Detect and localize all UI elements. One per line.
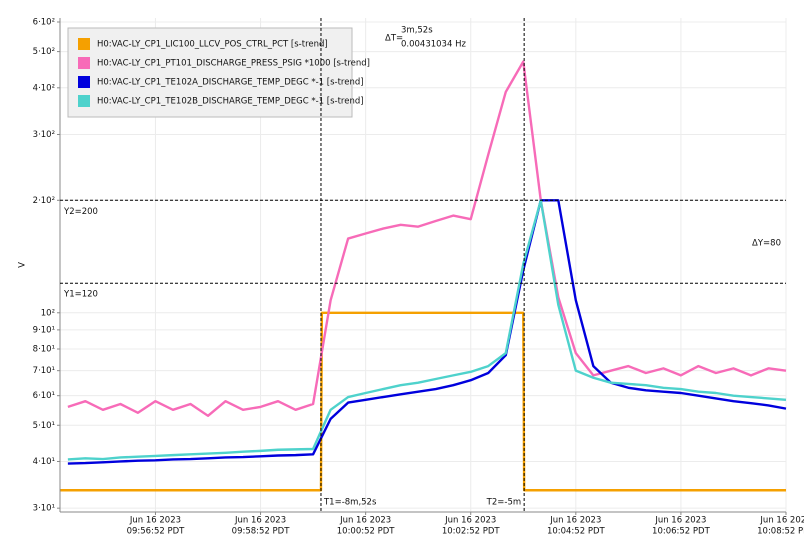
legend-swatch xyxy=(78,76,90,88)
delta-t-frequency: 0.00431034 Hz xyxy=(401,40,466,50)
x-tick-label: Jun 16 2023 xyxy=(339,516,391,526)
plot-area xyxy=(60,60,787,492)
time-cursor-label: T2=-5m xyxy=(486,498,521,508)
series-line xyxy=(67,199,787,461)
x-tick-label: 10:08:52 PDT xyxy=(757,527,804,537)
time-cursor-label: T1=-8m,52s xyxy=(323,498,377,508)
x-tick-label: Jun 16 2023 xyxy=(129,516,181,526)
value-cursor-label: Y2=200 xyxy=(63,207,98,217)
y-tick-label: 4·10² xyxy=(33,83,55,93)
series-line xyxy=(60,311,786,492)
y-tick-label: 5·10¹ xyxy=(33,421,55,431)
legend-label: H0:VAC-LY_CP1_LIC100_LLCV_POS_CTRL_PCT [… xyxy=(97,40,328,50)
x-tick-label: Jun 16 2023 xyxy=(444,516,496,526)
delta-t-duration: 3m,52s xyxy=(401,26,433,36)
legend-entries: H0:VAC-LY_CP1_LIC100_LLCV_POS_CTRL_PCT [… xyxy=(78,38,370,107)
x-tick-label: Jun 16 2023 xyxy=(654,516,706,526)
x-tick-label: 10:00:52 PDT xyxy=(337,527,396,537)
x-tick-label: Jun 16 2023 xyxy=(234,516,286,526)
y-tick-label: 10² xyxy=(41,308,55,318)
legend-swatch xyxy=(78,95,90,107)
y-tick-label: 3·10² xyxy=(33,130,55,140)
delta-y-label: ΔY=80 xyxy=(752,239,781,249)
y-tick-label: 8·10¹ xyxy=(33,344,55,354)
y-tick-label: 9·10¹ xyxy=(33,325,55,335)
x-tick-label: 09:58:52 PDT xyxy=(232,527,291,537)
y-tick-label: 5·10² xyxy=(33,47,55,57)
y-tick-label: 7·10¹ xyxy=(33,366,55,376)
series-line xyxy=(67,199,787,465)
legend-label: H0:VAC-LY_CP1_TE102B_DISCHARGE_TEMP_DEGC… xyxy=(97,97,364,107)
y-tick-label: 4·10¹ xyxy=(33,457,55,467)
legend-swatch xyxy=(78,57,90,69)
x-tick-label: 10:04:52 PDT xyxy=(547,527,606,537)
y-tick-label: 6·10¹ xyxy=(33,391,55,401)
y-tick-label: 2·10² xyxy=(33,196,55,206)
series-line xyxy=(67,60,787,418)
y-tick-label: 6·10² xyxy=(33,18,55,28)
x-tick-label: Jun 16 2023 xyxy=(759,516,804,526)
legend xyxy=(67,27,353,118)
x-tick-label: 10:06:52 PDT xyxy=(652,527,711,537)
legend-swatch xyxy=(78,38,90,50)
delta-t-label: ΔT= xyxy=(385,34,403,44)
x-tick-label: Jun 16 2023 xyxy=(549,516,601,526)
x-tick-label: 10:02:52 PDT xyxy=(442,527,501,537)
legend-label: H0:VAC-LY_CP1_PT101_DISCHARGE_PRESS_PSIG… xyxy=(97,59,370,69)
value-cursor-label: Y1=120 xyxy=(63,290,98,300)
x-tick-label: 09:56:52 PDT xyxy=(127,527,186,537)
y-tick-label: 3·10¹ xyxy=(33,504,55,514)
legend-label: H0:VAC-LY_CP1_TE102A_DISCHARGE_TEMP_DEGC… xyxy=(97,78,364,88)
y-axis-label: V xyxy=(18,262,28,268)
